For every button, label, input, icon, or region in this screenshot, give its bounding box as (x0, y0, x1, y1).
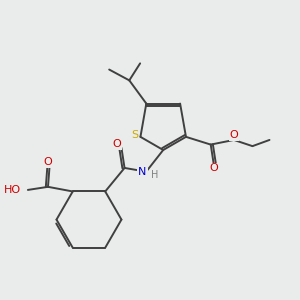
Text: N: N (138, 167, 147, 177)
Text: O: O (209, 164, 218, 173)
Text: H: H (151, 170, 158, 180)
Text: HO: HO (4, 185, 21, 195)
Text: O: O (112, 139, 121, 149)
Text: O: O (230, 130, 238, 140)
Text: O: O (44, 158, 52, 167)
Text: S: S (131, 130, 138, 140)
